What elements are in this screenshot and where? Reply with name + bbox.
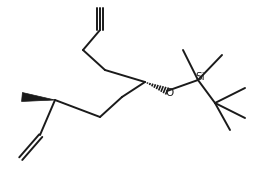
Text: O: O (165, 88, 173, 98)
Polygon shape (22, 92, 55, 101)
Text: Si: Si (195, 72, 205, 82)
